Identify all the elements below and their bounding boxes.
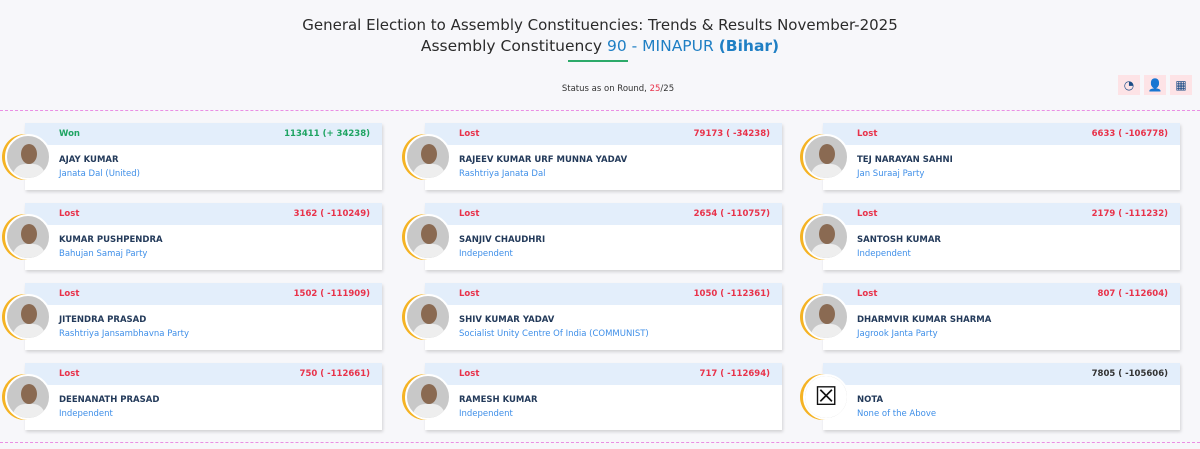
current-round: 25 bbox=[649, 84, 661, 94]
party-name: Jagrook Janta Party bbox=[857, 329, 938, 339]
card-header: Lost 717 ( -112694) bbox=[425, 363, 782, 385]
result-status: Lost bbox=[59, 369, 80, 379]
candidate-card[interactable]: Lost 2179 ( -111232) SANTOSH KUMAR Indepe… bbox=[823, 203, 1180, 270]
card-header: Lost 3162 ( -110249) bbox=[25, 203, 382, 225]
party-name: Independent bbox=[59, 409, 113, 419]
vote-count: 7805 ( -105606) bbox=[1091, 369, 1168, 379]
candidate-card[interactable]: Lost 1502 ( -111909) JITENDRA PRASAD Rash… bbox=[25, 283, 382, 350]
result-status: Lost bbox=[59, 209, 80, 219]
card-header: Lost 1050 ( -112361) bbox=[425, 283, 782, 305]
candidate-photo bbox=[405, 214, 451, 260]
divider bbox=[0, 442, 1200, 443]
candidate-card[interactable]: 7805 ( -105606) NOTA None of the Above bbox=[823, 363, 1180, 430]
candidate-name: DEENANATH PRASAD bbox=[59, 395, 160, 405]
party-name: Socialist Unity Centre Of India (COMMUNI… bbox=[459, 329, 649, 339]
constituency-title: Assembly Constituency 90 - MINAPUR (Biha… bbox=[0, 37, 1200, 55]
candidate-name: SHIV KUMAR YADAV bbox=[459, 315, 555, 325]
candidate-photo bbox=[405, 294, 451, 340]
card-header: Lost 750 ( -112661) bbox=[25, 363, 382, 385]
party-name: Rashtriya Janata Dal bbox=[459, 169, 546, 179]
card-header: Won 113411 (+ 34238) bbox=[25, 123, 382, 145]
candidate-name: JITENDRA PRASAD bbox=[59, 315, 147, 325]
card-header: Lost 1502 ( -111909) bbox=[25, 283, 382, 305]
candidate-card[interactable]: Lost 807 ( -112604) DHARMVIR KUMAR SHARMA… bbox=[823, 283, 1180, 350]
candidate-name: RAMESH KUMAR bbox=[459, 395, 538, 405]
candidate-photo bbox=[5, 294, 51, 340]
candidate-card[interactable]: Lost 2654 ( -110757) SANJIV CHAUDHRI Inde… bbox=[425, 203, 782, 270]
card-header: Lost 807 ( -112604) bbox=[823, 283, 1180, 305]
candidate-card[interactable]: Lost 1050 ( -112361) SHIV KUMAR YADAV Soc… bbox=[425, 283, 782, 350]
result-status: Lost bbox=[857, 209, 878, 219]
map-chart-icon[interactable]: ◔ bbox=[1118, 75, 1140, 95]
vote-count: 2654 ( -110757) bbox=[693, 209, 770, 219]
candidate-name: KUMAR PUSHPENDRA bbox=[59, 235, 163, 245]
result-status: Lost bbox=[459, 129, 480, 139]
party-name: Independent bbox=[459, 249, 513, 259]
party-name: Independent bbox=[857, 249, 911, 259]
title-underline bbox=[568, 60, 628, 62]
candidate-name: RAJEEV KUMAR URF MUNNA YADAV bbox=[459, 155, 628, 165]
vote-count: 6633 ( -106778) bbox=[1091, 129, 1168, 139]
candidate-name: SANTOSH KUMAR bbox=[857, 235, 941, 245]
party-name: Bahujan Samaj Party bbox=[59, 249, 148, 259]
vote-count: 1502 ( -111909) bbox=[293, 289, 370, 299]
result-status: Lost bbox=[59, 289, 80, 299]
result-status: Lost bbox=[857, 129, 878, 139]
vote-count: 717 ( -112694) bbox=[699, 369, 770, 379]
party-name: Rashtriya Jansambhavna Party bbox=[59, 329, 190, 339]
divider bbox=[0, 110, 1200, 111]
candidate-card[interactable]: Lost 717 ( -112694) RAMESH KUMAR Independ… bbox=[425, 363, 782, 430]
vote-count: 807 ( -112604) bbox=[1097, 289, 1168, 299]
party-name: Janata Dal (United) bbox=[59, 169, 140, 179]
table-grid-icon[interactable]: ▦ bbox=[1170, 75, 1192, 95]
subtitle-prefix: Assembly Constituency bbox=[420, 37, 603, 55]
candidate-name: NOTA bbox=[857, 395, 884, 405]
candidate-card[interactable]: Lost 6633 ( -106778) TEJ NARAYAN SAHNI Ja… bbox=[823, 123, 1180, 190]
card-header: 7805 ( -105606) bbox=[823, 363, 1180, 385]
candidate-photo bbox=[405, 374, 451, 420]
constituency-name: 90 - MINAPUR bbox=[606, 37, 714, 55]
vote-count: 1050 ( -112361) bbox=[693, 289, 770, 299]
card-header: Lost 6633 ( -106778) bbox=[823, 123, 1180, 145]
status-label: Status as on Round, bbox=[561, 84, 647, 94]
result-status: Won bbox=[59, 129, 80, 139]
candidate-card[interactable]: Lost 3162 ( -110249) KUMAR PUSHPENDRA Bah… bbox=[25, 203, 382, 270]
party-name: Independent bbox=[459, 409, 513, 419]
result-status: Lost bbox=[459, 369, 480, 379]
vote-count: 79173 ( -34238) bbox=[693, 129, 770, 139]
candidate-photo bbox=[5, 374, 51, 420]
vote-count: 750 ( -112661) bbox=[299, 369, 370, 379]
candidate-photo bbox=[803, 294, 849, 340]
total-rounds: /25 bbox=[660, 84, 675, 94]
candidate-name: TEJ NARAYAN SAHNI bbox=[857, 155, 953, 165]
candidate-name: SANJIV CHAUDHRI bbox=[459, 235, 546, 245]
party-name: None of the Above bbox=[857, 409, 937, 419]
page-title: General Election to Assembly Constituenc… bbox=[302, 16, 898, 34]
card-header: Lost 79173 ( -34238) bbox=[425, 123, 782, 145]
result-status: Lost bbox=[459, 209, 480, 219]
toolbar: ◔ 👤 ▦ bbox=[1118, 75, 1192, 95]
result-status: Lost bbox=[857, 289, 878, 299]
candidate-photo bbox=[5, 134, 51, 180]
card-header: Lost 2654 ( -110757) bbox=[425, 203, 782, 225]
round-status: Status as on Round, 25/25 bbox=[0, 84, 1200, 94]
candidate-name: DHARMVIR KUMAR SHARMA bbox=[857, 315, 992, 325]
state-name: (Bihar) bbox=[718, 37, 780, 55]
party-name: Jan Suraaj Party bbox=[857, 169, 925, 179]
candidate-card[interactable]: Lost 79173 ( -34238) RAJEEV KUMAR URF MUN… bbox=[425, 123, 782, 190]
candidate-photo bbox=[405, 134, 451, 180]
vote-count: 3162 ( -110249) bbox=[293, 209, 370, 219]
candidate-card[interactable]: Won 113411 (+ 34238) AJAY KUMAR Janata Da… bbox=[25, 123, 382, 190]
candidate-photo bbox=[5, 214, 51, 260]
candidate-card[interactable]: Lost 750 ( -112661) DEENANATH PRASAD Inde… bbox=[25, 363, 382, 430]
candidate-photo bbox=[803, 214, 849, 260]
candidate-name: AJAY KUMAR bbox=[59, 155, 119, 165]
vote-count: 113411 (+ 34238) bbox=[284, 129, 370, 139]
candidate-photo bbox=[803, 134, 849, 180]
result-status: Lost bbox=[459, 289, 480, 299]
candidate-list-icon[interactable]: 👤 bbox=[1144, 75, 1166, 95]
vote-count: 2179 ( -111232) bbox=[1091, 209, 1168, 219]
nota-icon: ☒ bbox=[803, 374, 849, 420]
card-header: Lost 2179 ( -111232) bbox=[823, 203, 1180, 225]
